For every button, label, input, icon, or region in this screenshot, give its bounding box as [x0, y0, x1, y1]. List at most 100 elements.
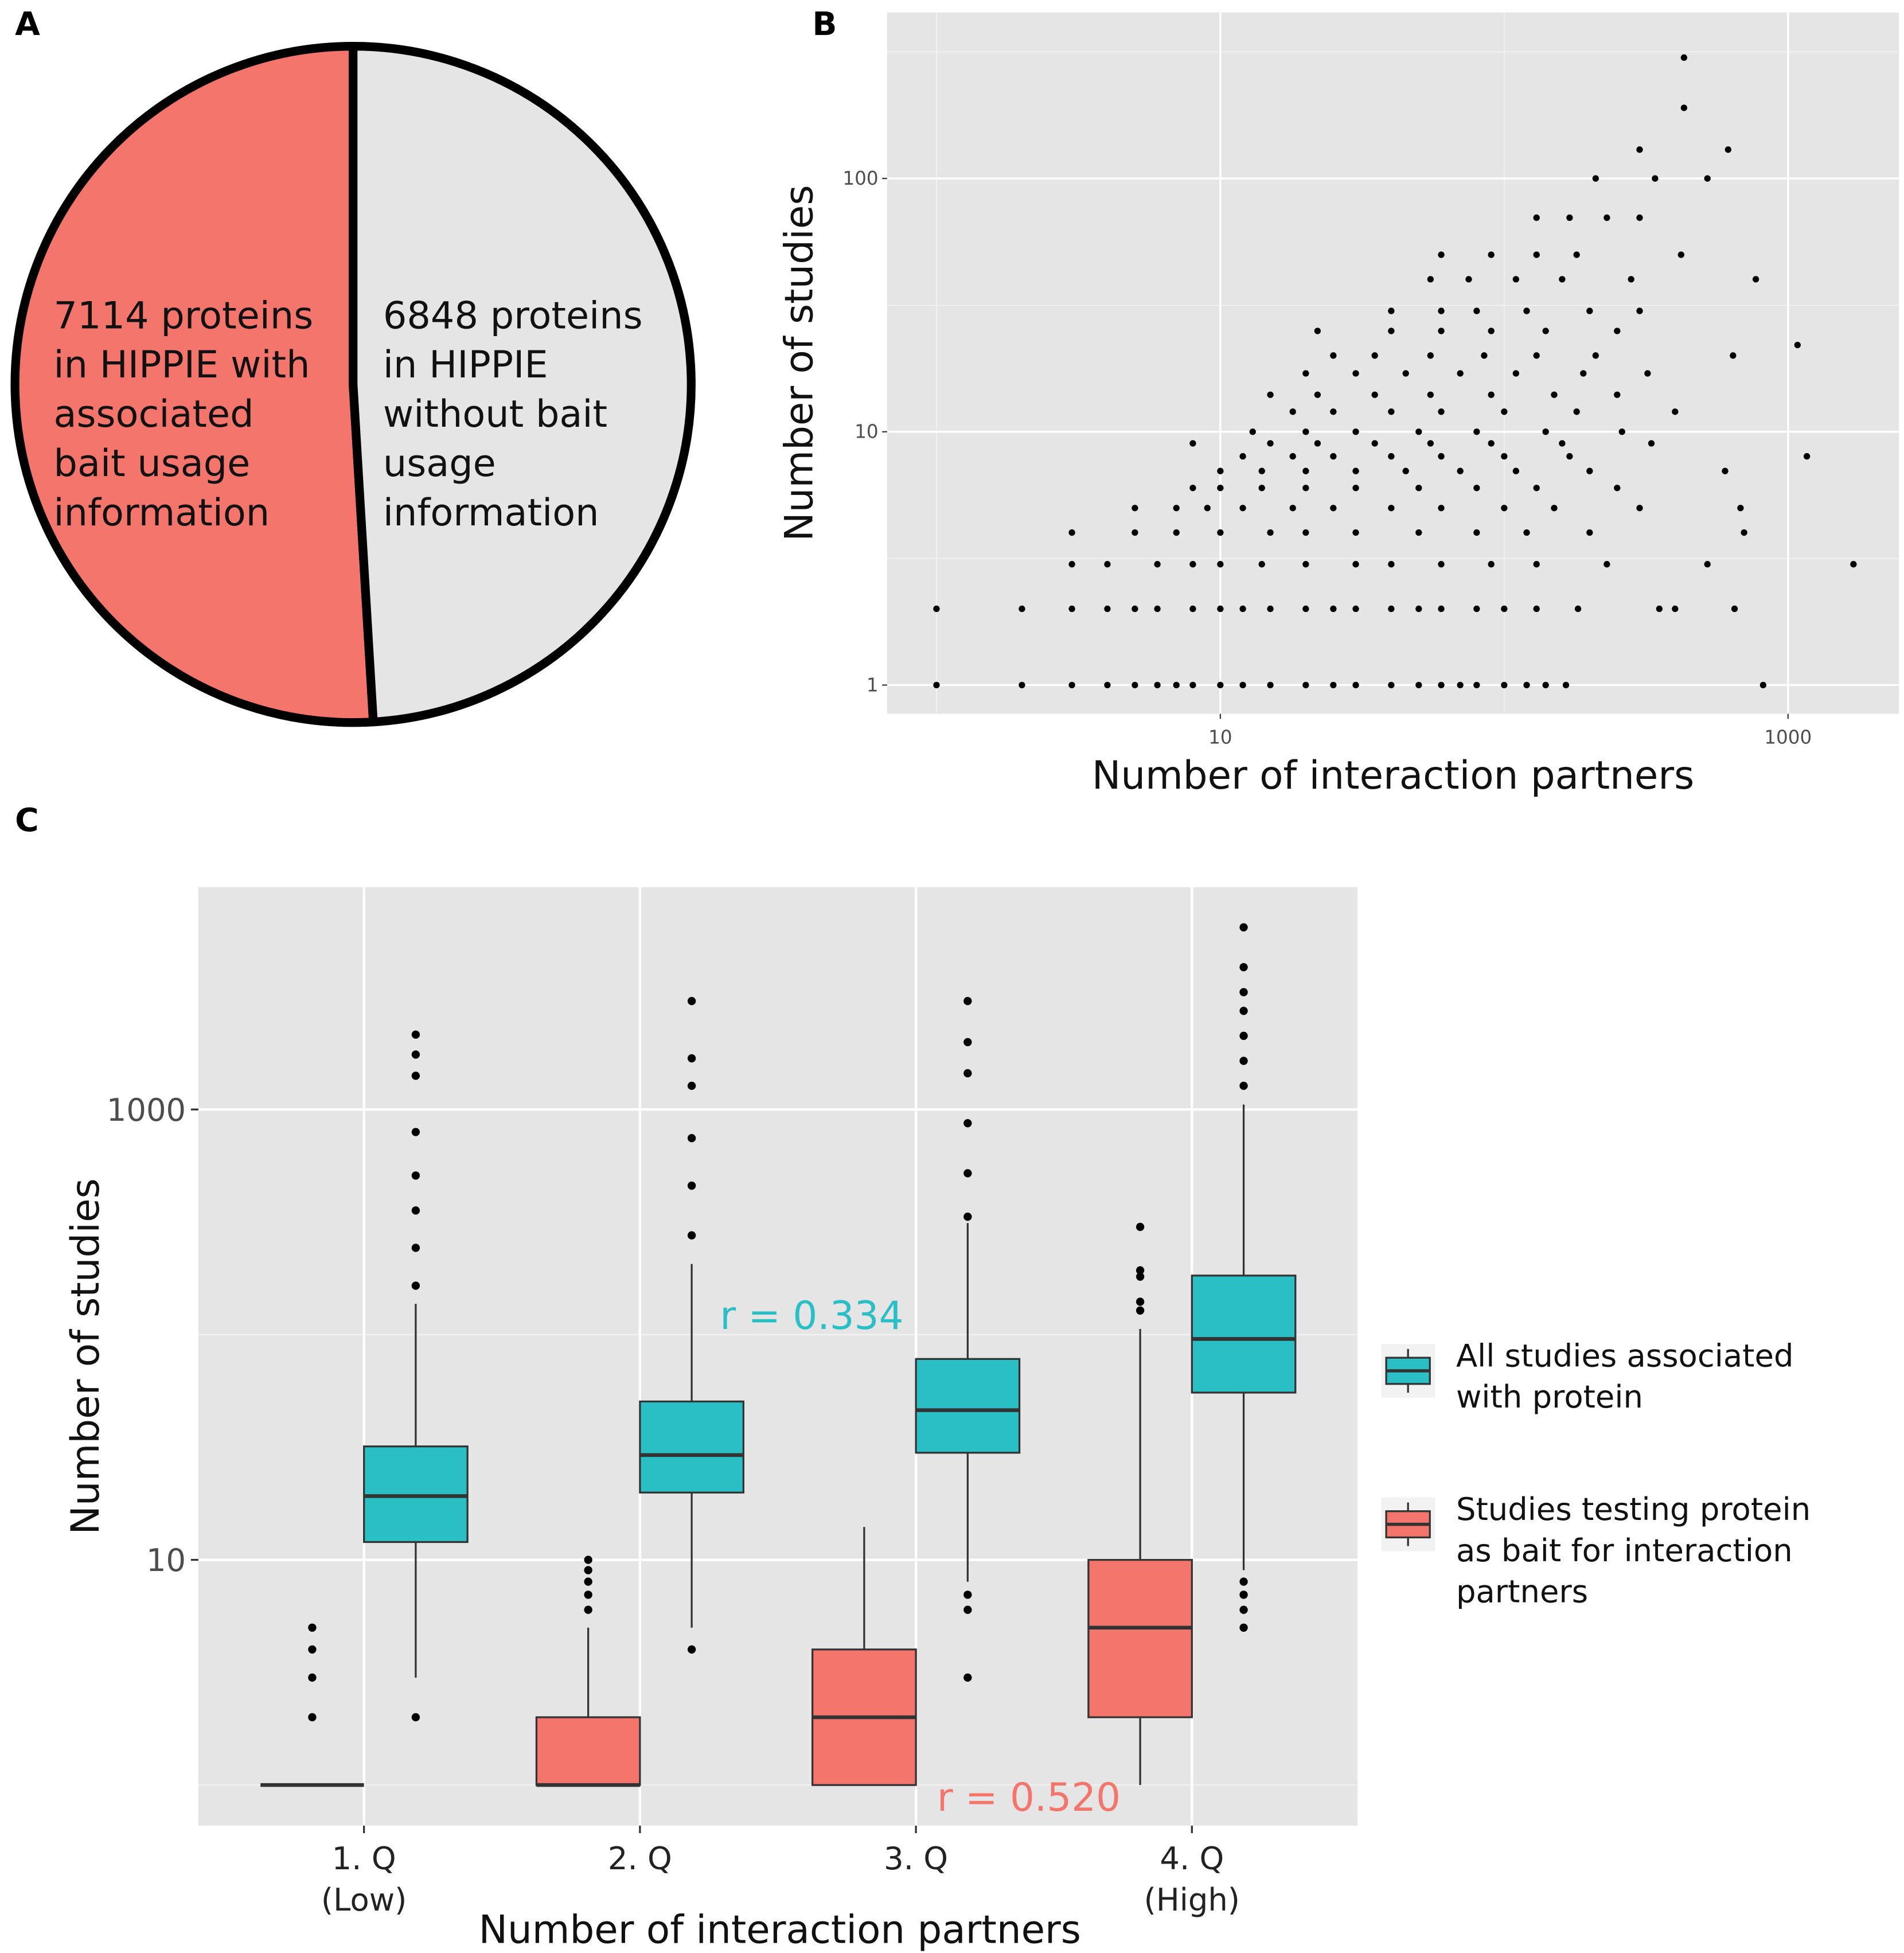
point [1636, 307, 1643, 314]
point [1677, 251, 1684, 258]
point [1388, 453, 1395, 460]
x-tick-sublabel: (Low) [321, 1882, 407, 1918]
point [1512, 370, 1519, 377]
plot-background [887, 12, 1899, 714]
point [1267, 605, 1274, 613]
point [1415, 605, 1422, 613]
point [1388, 605, 1395, 613]
y-axis-title: Number of studies [63, 1178, 108, 1534]
point [1302, 428, 1309, 435]
y-tick-label: 100 [842, 167, 878, 189]
point [1704, 561, 1711, 568]
point [1352, 485, 1359, 492]
outlier [584, 1591, 592, 1599]
slice-label: 6848 proteins [383, 294, 643, 337]
point [1636, 214, 1643, 221]
point [1289, 505, 1296, 512]
point [1473, 529, 1480, 536]
point [1068, 529, 1075, 536]
point [1850, 561, 1857, 568]
point [1680, 104, 1688, 111]
box [535, 1716, 641, 1786]
point [1189, 605, 1196, 613]
point [1330, 352, 1337, 359]
point [1533, 561, 1540, 568]
point [1603, 214, 1610, 221]
point [1217, 681, 1224, 689]
point [1501, 408, 1508, 415]
point [1154, 681, 1161, 689]
point [1068, 681, 1075, 689]
point [1204, 505, 1211, 512]
point [1258, 485, 1265, 492]
point [1302, 370, 1309, 377]
outlier [687, 997, 696, 1005]
point [1803, 453, 1811, 460]
point [1217, 467, 1224, 474]
point [1438, 408, 1445, 415]
point [1501, 681, 1508, 689]
slice-label: information [383, 491, 599, 535]
point [1586, 529, 1593, 536]
point [1551, 505, 1558, 512]
outlier [687, 1181, 696, 1190]
point [1352, 370, 1359, 377]
point [1438, 251, 1445, 258]
point [1533, 251, 1540, 258]
legend-label-box: Studies testing protein as bait for inte… [1456, 1491, 1811, 1610]
point [1415, 529, 1422, 536]
point [1794, 341, 1801, 349]
point [1574, 605, 1582, 613]
point [1473, 307, 1480, 314]
point [1618, 428, 1625, 435]
outlier [411, 1206, 420, 1215]
point [1132, 605, 1138, 613]
point [1019, 681, 1025, 689]
outlier [963, 1169, 972, 1178]
x-tick-label: 10 [1208, 727, 1232, 749]
point [1562, 681, 1570, 689]
point [1314, 328, 1321, 334]
point [1648, 440, 1655, 447]
point [1724, 146, 1731, 153]
outlier [1239, 1577, 1248, 1586]
annotation: r = 0.520 [937, 1775, 1121, 1820]
outlier [1136, 1272, 1145, 1281]
point [1173, 529, 1180, 536]
point [1731, 605, 1738, 613]
point [1566, 214, 1573, 221]
point [1438, 681, 1445, 689]
outlier [1136, 1306, 1145, 1315]
point [1614, 485, 1621, 492]
point [1533, 214, 1540, 221]
point [1217, 605, 1224, 613]
slice-label: in HIPPIE [383, 343, 548, 387]
point [1533, 605, 1540, 613]
point [1473, 485, 1480, 492]
point [1388, 328, 1395, 334]
point [1481, 352, 1488, 359]
outlier [411, 1713, 420, 1722]
point [1352, 561, 1359, 568]
outlier [1239, 1623, 1248, 1632]
point [1603, 561, 1610, 568]
point [1427, 391, 1434, 398]
point [1352, 529, 1359, 536]
point [1592, 352, 1599, 359]
point [1314, 440, 1321, 447]
point [933, 605, 940, 613]
outlier [1239, 988, 1248, 997]
point [1636, 146, 1643, 153]
y-axis-title: Number of studies [776, 185, 821, 541]
outlier [411, 1128, 420, 1136]
point [1217, 485, 1224, 492]
point [1173, 681, 1180, 689]
outlier [411, 1281, 420, 1290]
point [1267, 681, 1274, 689]
outlier [411, 1243, 420, 1252]
box [639, 1400, 744, 1494]
panel-label: C [15, 801, 39, 839]
point [1388, 561, 1395, 568]
point [1438, 505, 1445, 512]
outlier [308, 1645, 317, 1654]
